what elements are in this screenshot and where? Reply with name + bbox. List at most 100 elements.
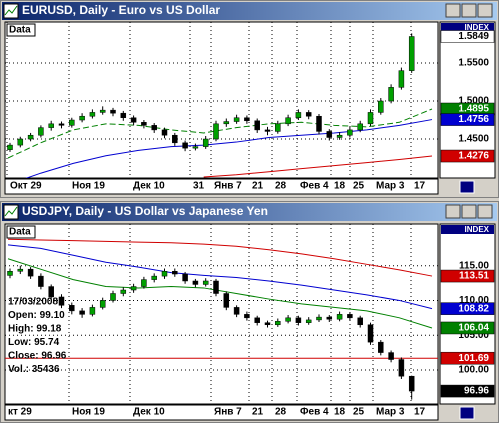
date-label: Дек 10 [133,181,165,192]
date-label: Янв 7 [214,407,242,418]
panel-label-box [6,23,36,37]
candle-body [161,271,168,277]
date-label: Ноя 19 [72,181,105,192]
date-label: Окт 29 [10,181,42,192]
candle-body [202,138,209,147]
candle-body [48,123,54,128]
candle-body [38,275,44,287]
candle-body [378,341,384,353]
candle-body [316,316,322,321]
ma-value-box [440,321,495,335]
candle-body [295,317,302,323]
scroll-icon[interactable] [459,180,475,194]
ohlc-info: Open: 99.10 [8,310,65,321]
panel-label-box [6,225,36,239]
candle-body [295,112,302,118]
title-bar [2,2,497,20]
candle-body [79,115,85,121]
candle-body [182,273,188,282]
maximize-button[interactable] [461,3,477,18]
date-label: кт 29 [8,407,32,418]
ma-value-box-label: 106.04 [458,323,489,334]
candle-body [408,36,415,71]
moving-average [7,244,433,310]
candle-body [326,131,333,138]
candle-body [233,307,240,315]
candle-body [38,127,44,136]
candle-body [110,293,116,301]
y-tick-label: 1.5000 [458,96,489,107]
scroll-icon[interactable] [459,406,475,420]
y-tick-label: 1.5500 [458,58,489,69]
candle-body [79,310,85,315]
panel-label: Data [9,227,31,238]
index-label: INDEX [465,225,490,234]
index-label: INDEX [465,23,490,32]
minimize-button[interactable] [445,204,461,219]
candle-body [17,138,24,146]
candle-body [285,117,291,125]
candle-body [388,352,394,360]
date-label: 21 [252,181,264,192]
index-label-box [441,225,494,234]
candle-body [367,112,374,125]
candle-body [141,279,147,287]
candle-body [378,100,384,113]
plot-area [4,223,439,405]
close-box-label: 96.96 [464,386,489,397]
candle-body [110,109,116,114]
y-tick-label: 1.4500 [458,134,489,145]
candle-body [336,314,343,320]
ohlc-info: Low: 95.74 [8,337,60,348]
y-tick-label: 110.00 [459,295,489,306]
date-label: 25 [353,181,365,192]
candle-body [27,268,34,277]
candle-body [99,300,106,308]
candle-body [244,117,250,122]
maximize-button[interactable] [461,204,477,219]
moving-average [7,258,433,329]
level-box-label: 101.69 [458,353,489,364]
candle-body [223,121,230,125]
title-bar [2,203,497,221]
level-box [440,351,495,365]
candle-body [7,144,13,150]
candle-body [161,129,168,136]
window-icon [3,3,19,19]
candle-body [408,375,415,392]
moving-average [7,238,433,277]
candle-body [213,280,219,294]
candle-body [17,268,24,272]
date-label: 18 [334,181,346,192]
ma-value-box-label: 108.82 [458,303,489,314]
date-label: 25 [353,407,365,418]
ohlc-info: 17/03/2008 [8,297,58,308]
close-button[interactable] [477,3,493,18]
close-box [440,30,495,43]
minimize-button[interactable] [445,3,461,18]
candle-body [367,324,374,343]
candle-body [89,112,96,117]
date-axis [4,404,439,421]
candle-body [172,134,178,144]
panel-label: Data [9,25,31,36]
close-button[interactable] [477,204,493,219]
candle-body [213,123,219,140]
candle-body [99,109,106,113]
candle-body [48,286,54,298]
close-box [440,384,495,398]
candle-body [120,289,127,294]
candle-body [254,120,260,131]
candle-body [275,321,281,326]
window-title: USDJPY, Daily - US Dollar vs Japanese Ye… [22,204,268,218]
ma-value-box [440,269,495,283]
window-title: EURUSD, Daily - Euro vs US Dollar [22,3,220,17]
candle-body [244,314,250,319]
candle-body [305,112,312,117]
ohlc-info: Close: 96.96 [8,351,67,362]
plot-area [4,21,439,179]
candle-body [130,117,137,123]
date-axis [4,178,439,195]
date-label: Ноя 19 [72,407,105,418]
